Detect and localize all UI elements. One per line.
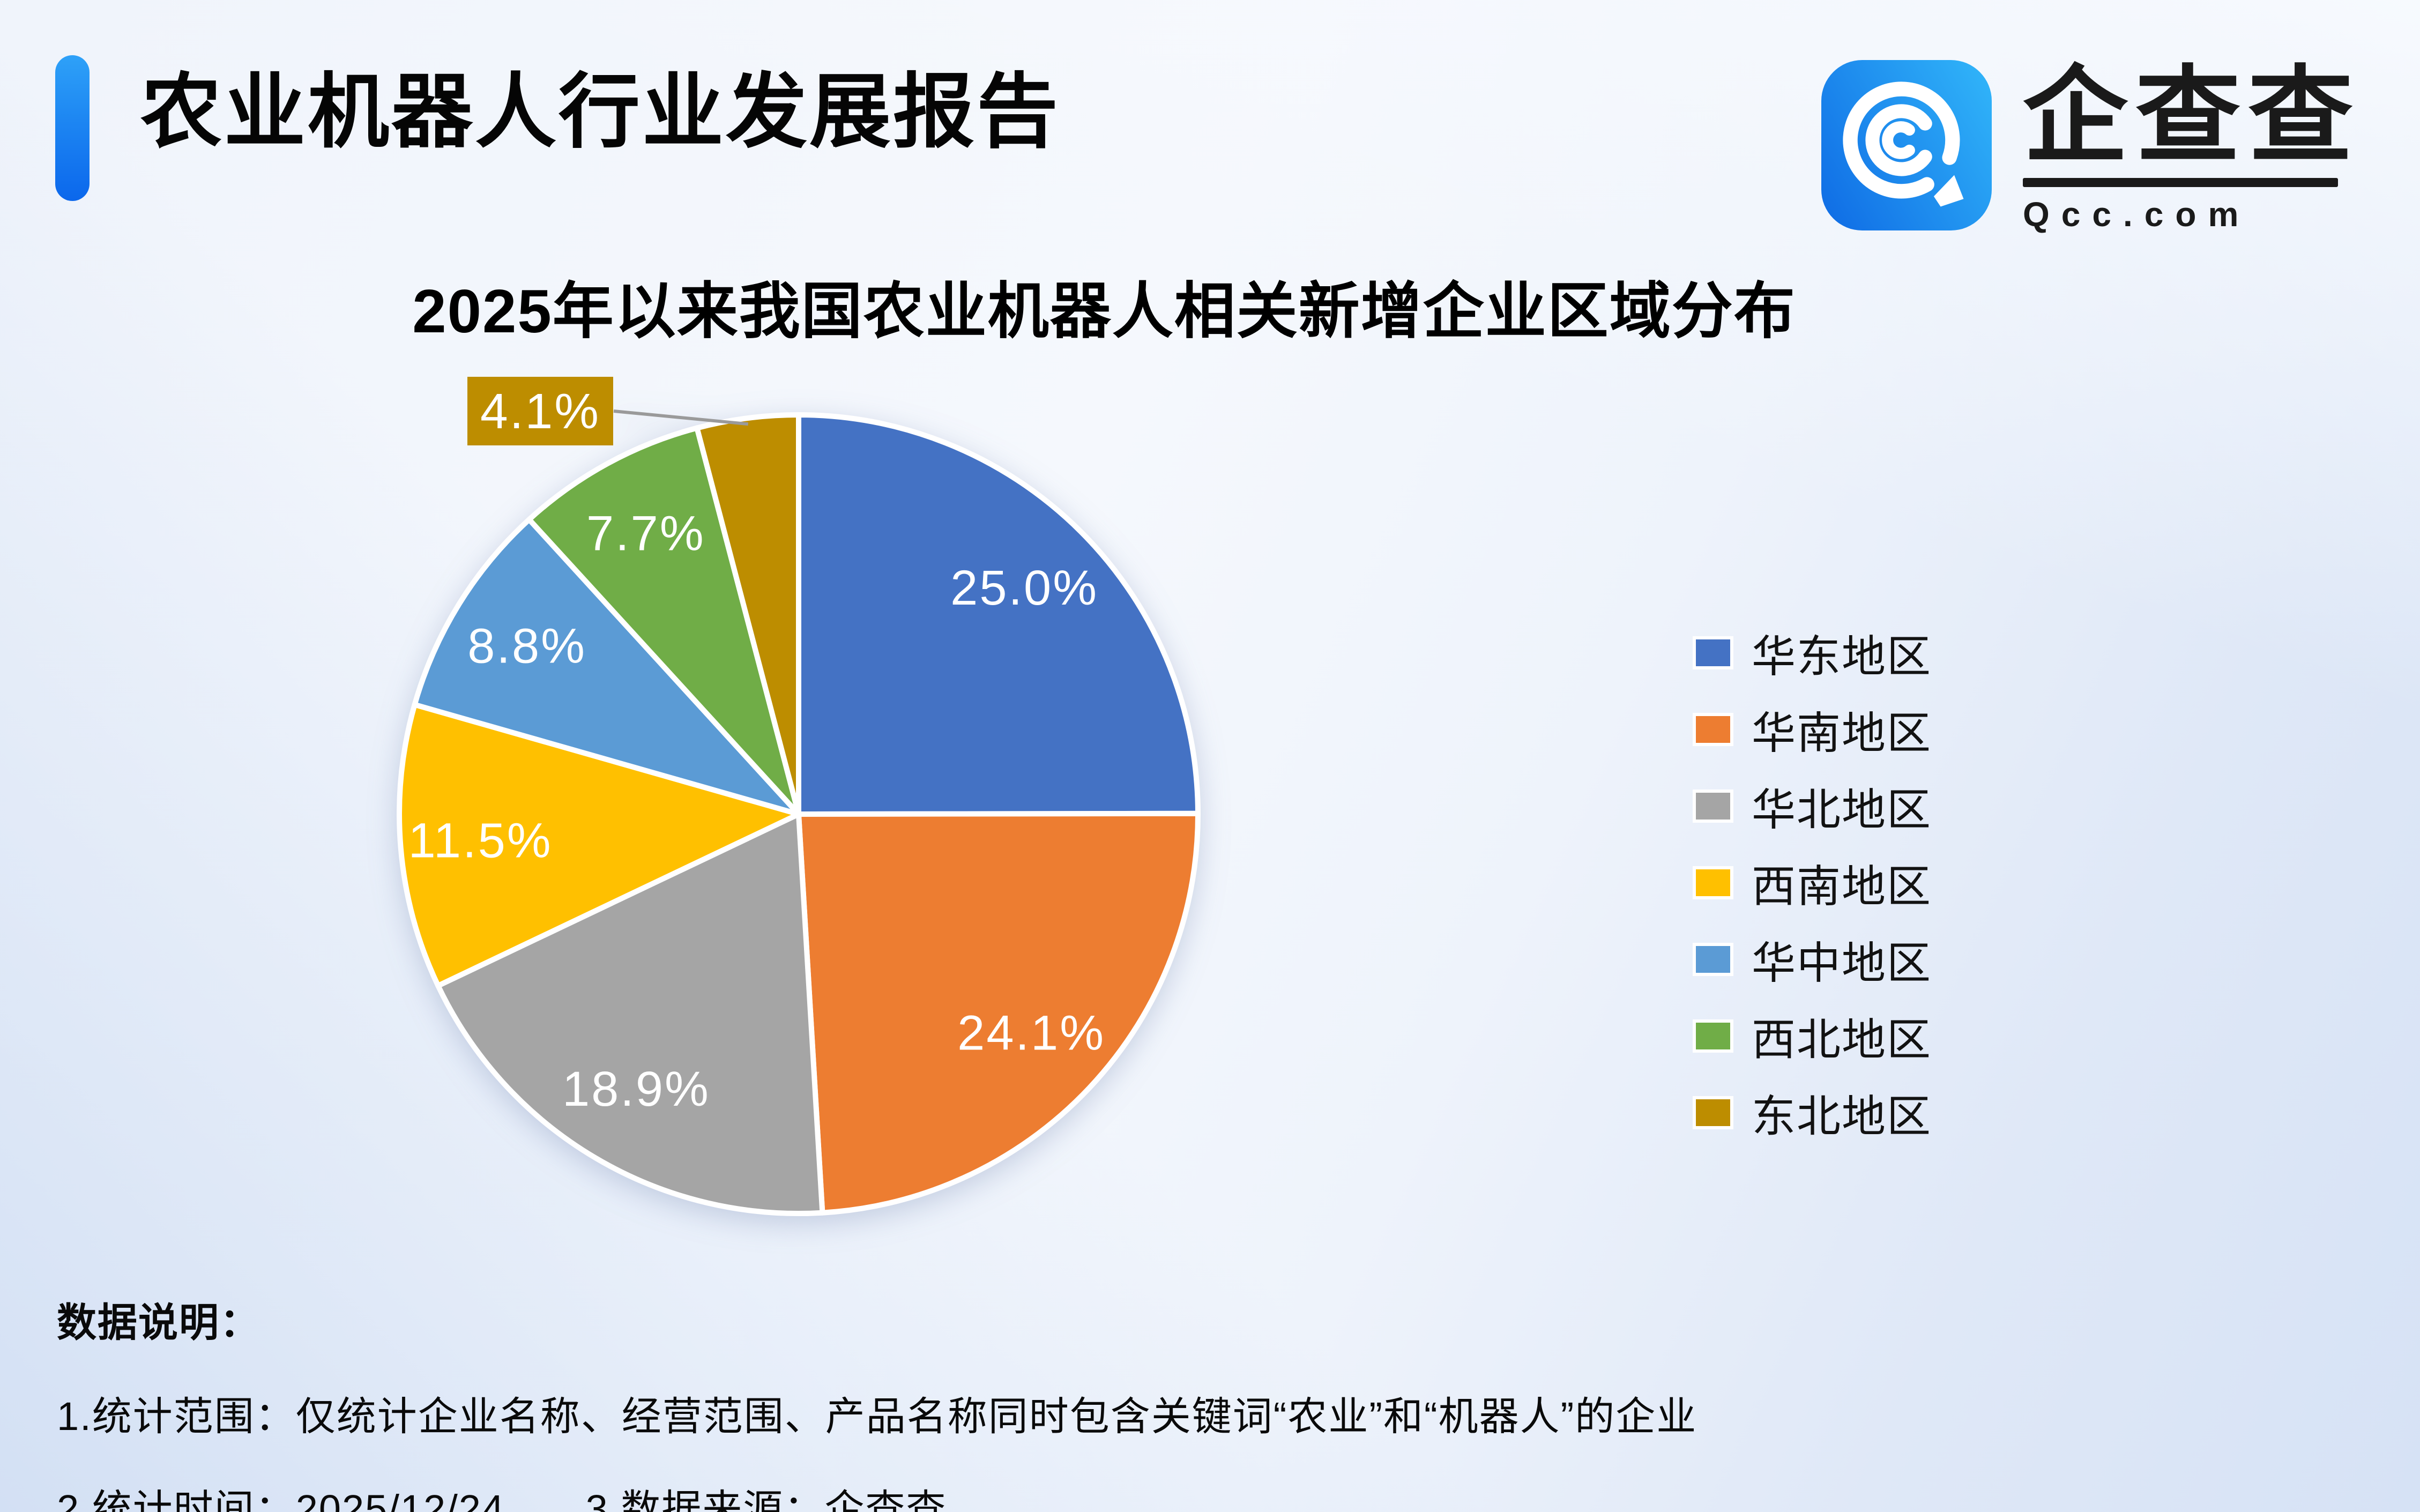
legend-swatch-西南地区 — [1693, 866, 1733, 899]
qcc-logo-icon — [1821, 60, 1992, 230]
legend-label-华南地区: 华南地区 — [1752, 709, 1932, 758]
legend: 华东地区华南地区华北地区西南地区华中地区西北地区东北地区 — [1693, 614, 1932, 1151]
notes-heading: 数据说明： — [57, 1300, 260, 1345]
pie-label-西北地区: 7.7% — [586, 507, 705, 561]
qcc-logo: 企查查 Qcc.com — [1821, 60, 2361, 234]
legend-item-华南地区: 华南地区 — [1693, 691, 1932, 768]
legend-label-华中地区: 华中地区 — [1752, 939, 1932, 988]
callout-value: 4.1% — [480, 383, 600, 439]
page-title: 农业机器人行业发展报告 — [140, 66, 1060, 158]
data-notes: 数据说明： 1.统计范围：仅统计企业名称、经营范围、产品名称同时包含关键词“农业… — [57, 1291, 1697, 1512]
legend-swatch-华中地区 — [1693, 942, 1733, 976]
logo-text-block: 企查查 Qcc.com — [2023, 60, 2361, 234]
pie-slice-华中地区 — [412, 517, 801, 817]
legend-label-华北地区: 华北地区 — [1752, 786, 1932, 835]
legend-swatch-华北地区 — [1693, 789, 1733, 823]
legend-swatch-华南地区 — [1693, 712, 1733, 746]
legend-swatch-西北地区 — [1693, 1019, 1733, 1053]
pie-slice-西南地区 — [397, 702, 801, 989]
logo-underline — [2023, 178, 2338, 187]
pie-label-华北地区: 18.9% — [562, 1062, 710, 1116]
title-accent-bar — [55, 55, 90, 201]
legend-swatch-东北地区 — [1693, 1096, 1733, 1129]
callout-leader-line — [613, 409, 749, 426]
callout-label-northeast: 4.1% — [467, 377, 613, 445]
legend-item-华北地区: 华北地区 — [1693, 768, 1932, 844]
notes-line-2: 2.统计时间：2025/12/24 3.数据来源：企查查 — [57, 1477, 1697, 1512]
legend-label-华东地区: 华东地区 — [1752, 632, 1932, 681]
pie-slice-华南地区 — [796, 810, 1201, 1216]
pie-slice-西北地区 — [526, 425, 801, 817]
legend-item-东北地区: 东北地区 — [1693, 1074, 1932, 1151]
legend-label-西北地区: 西北地区 — [1752, 1016, 1932, 1064]
logo-brand-text: 企查查 — [2023, 57, 2361, 175]
legend-item-西北地区: 西北地区 — [1693, 997, 1932, 1074]
pie-slice-华东地区 — [796, 412, 1201, 817]
pie-slice-东北地区 — [694, 412, 801, 817]
legend-label-东北地区: 东北地区 — [1752, 1092, 1932, 1141]
pie-chart-svg: 25.0% 24.1% 18.9% 11.5% 8.8% 7.7% — [397, 409, 1201, 1217]
chart-title: 2025年以来我国农业机器人相关新增企业区域分布 — [412, 278, 1796, 346]
pie-label-西南地区: 11.5% — [408, 814, 553, 868]
notes-line-2a: 2.统计时间：2025/12/24 — [57, 1487, 505, 1512]
legend-item-西南地区: 西南地区 — [1693, 844, 1932, 921]
pie-label-华东地区: 25.0% — [950, 561, 1098, 615]
pie-label-华南地区: 24.1% — [957, 1005, 1105, 1060]
pie-slice-华北地区 — [435, 811, 825, 1217]
notes-line-1: 1.统计范围：仅统计企业名称、经营范围、产品名称同时包含关键词“农业”和“机器人… — [57, 1394, 1697, 1439]
legend-swatch-华东地区 — [1693, 636, 1733, 669]
legend-item-华东地区: 华东地区 — [1693, 614, 1932, 691]
logo-icon-q-tail — [1933, 175, 1964, 207]
pie-chart: 25.0% 24.1% 18.9% 11.5% 8.8% 7.7% — [375, 391, 1222, 1238]
logo-domain-text: Qcc.com — [2023, 195, 2251, 234]
pie-label-华中地区: 8.8% — [467, 619, 586, 674]
logo-icon-q-rings — [1843, 81, 1960, 199]
notes-line-2b: 3.数据来源：企查查 — [585, 1487, 947, 1512]
legend-item-华中地区: 华中地区 — [1693, 921, 1932, 997]
legend-label-西南地区: 西南地区 — [1752, 862, 1932, 911]
